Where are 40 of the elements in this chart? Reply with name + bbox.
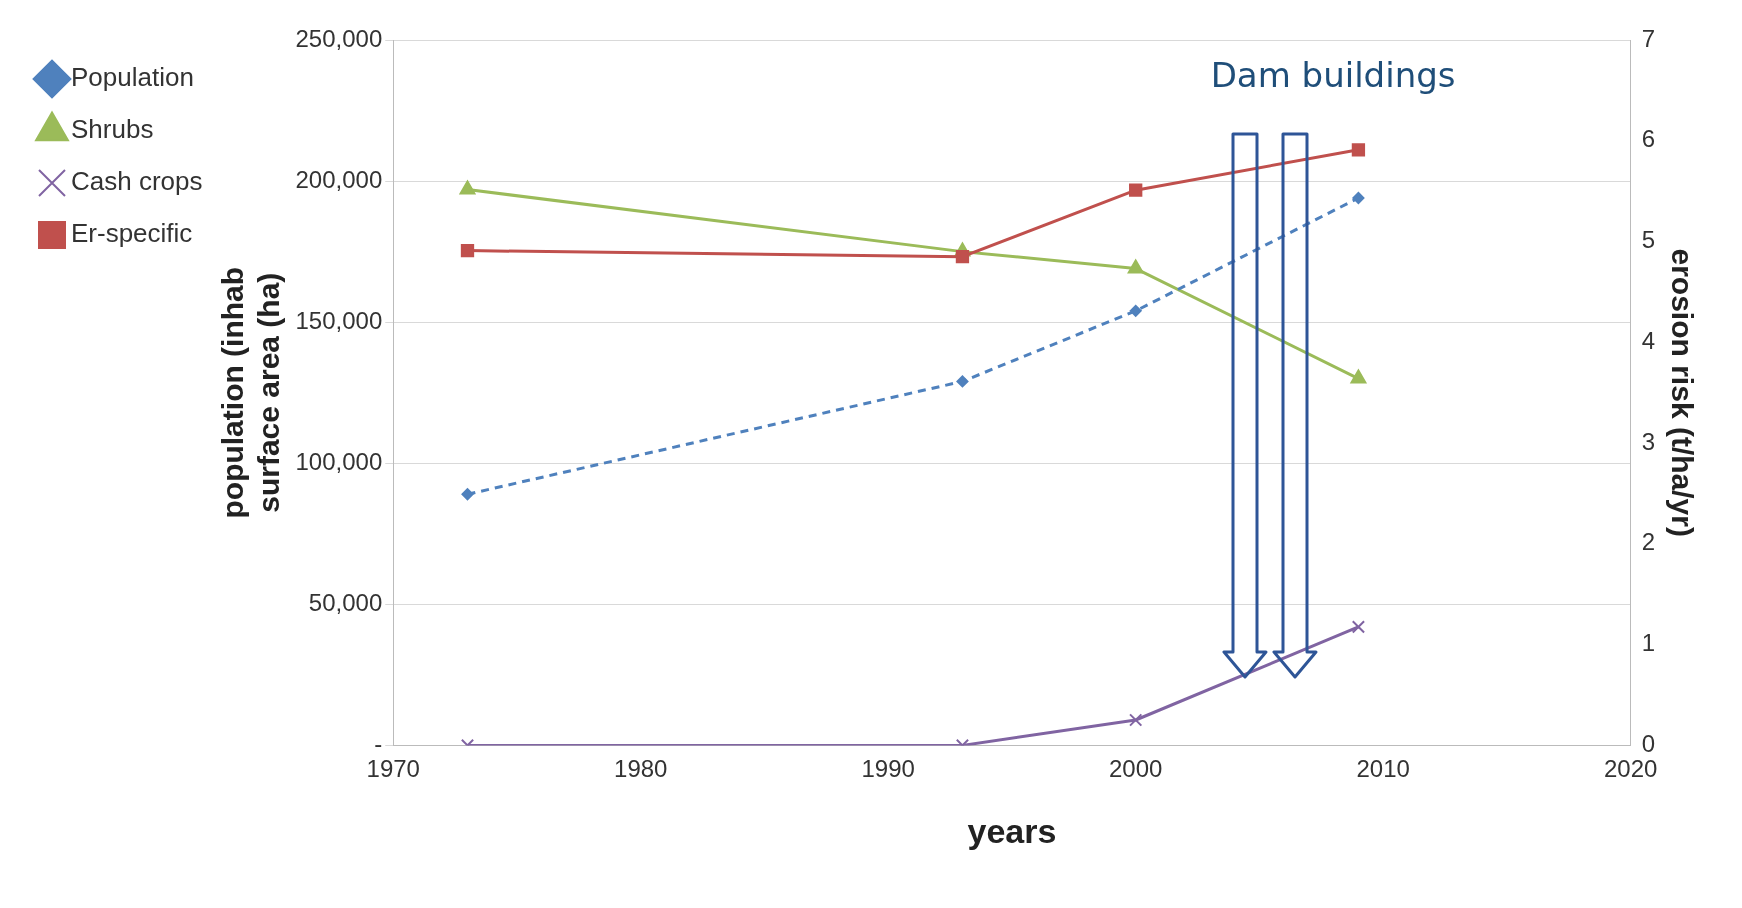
y2-tick-label: 2 [1641, 528, 1656, 556]
x-axis-title: years [967, 811, 1057, 850]
y2-tick-label: 4 [1641, 326, 1656, 354]
x-tick-label: 2020 [1603, 755, 1658, 783]
y2-tick-label: 0 [1641, 730, 1656, 758]
y2-tick-label: 1 [1641, 629, 1656, 657]
legend-label: Er-specific [71, 218, 193, 249]
y2-tick-label: 3 [1641, 427, 1656, 455]
y-tick-label: 50,000 [308, 588, 383, 616]
x-tick-label: 2010 [1356, 755, 1410, 783]
y2-axis-title: erosion risk (t/ha/yr) [1665, 248, 1699, 537]
point [1351, 143, 1366, 157]
point [461, 488, 474, 501]
y2-tick-label: 7 [1641, 24, 1656, 52]
x-tick-label: 1990 [861, 755, 915, 783]
x-tick-label: 2000 [1109, 755, 1163, 783]
y2-tick-label: 5 [1641, 226, 1656, 254]
point [460, 243, 475, 258]
legend-label: Population [71, 62, 194, 93]
x-tick-label: 1980 [614, 755, 668, 783]
point [956, 375, 969, 388]
point [1129, 713, 1143, 727]
point [459, 180, 476, 195]
point [955, 250, 970, 264]
y-axis-title: population (inhab surface area (ha) [215, 266, 285, 519]
legend-label: Shrubs [71, 114, 154, 145]
point [1350, 369, 1367, 384]
annotation: Dam buildings [1210, 55, 1456, 95]
point [1127, 259, 1144, 274]
legend-label: Cash crops [71, 166, 203, 197]
y-tick-label: 200,000 [295, 165, 383, 193]
y-tick-label: 100,000 [295, 447, 383, 475]
y2-tick-label: 6 [1641, 125, 1656, 153]
y-tick-label: - [374, 730, 383, 758]
x-tick-label: 1970 [366, 755, 420, 783]
point [1129, 304, 1142, 317]
point [1129, 183, 1143, 197]
y-tick-label: 150,000 [295, 306, 383, 334]
point [1351, 620, 1366, 634]
y-tick-label: 250,000 [295, 24, 383, 52]
